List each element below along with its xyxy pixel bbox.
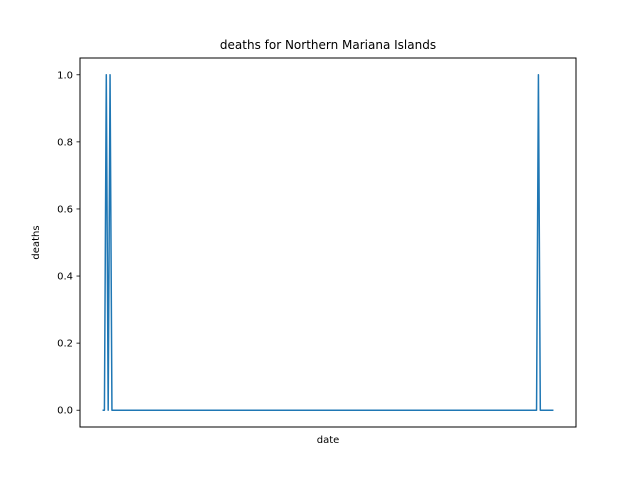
plot-frame: [79, 57, 577, 428]
series-layer: [102, 74, 554, 411]
y-axis-ticks: 0.0 0.2 0.4 0.6 0.8 1.0: [57, 70, 80, 417]
y-tick-label: 0.2: [57, 339, 73, 350]
y-tick-label: 0.8: [57, 137, 73, 148]
y-tick-label: 0.4: [57, 272, 73, 283]
y-tick-label: 1.0: [57, 70, 73, 81]
x-axis-label: date: [317, 435, 340, 446]
y-tick-label: 0.0: [57, 406, 73, 417]
series-line-deaths: [102, 74, 554, 411]
chart-title: deaths for Northern Mariana Islands: [220, 38, 436, 52]
y-axis-label: deaths: [31, 225, 42, 259]
y-tick-label: 0.6: [57, 204, 73, 215]
